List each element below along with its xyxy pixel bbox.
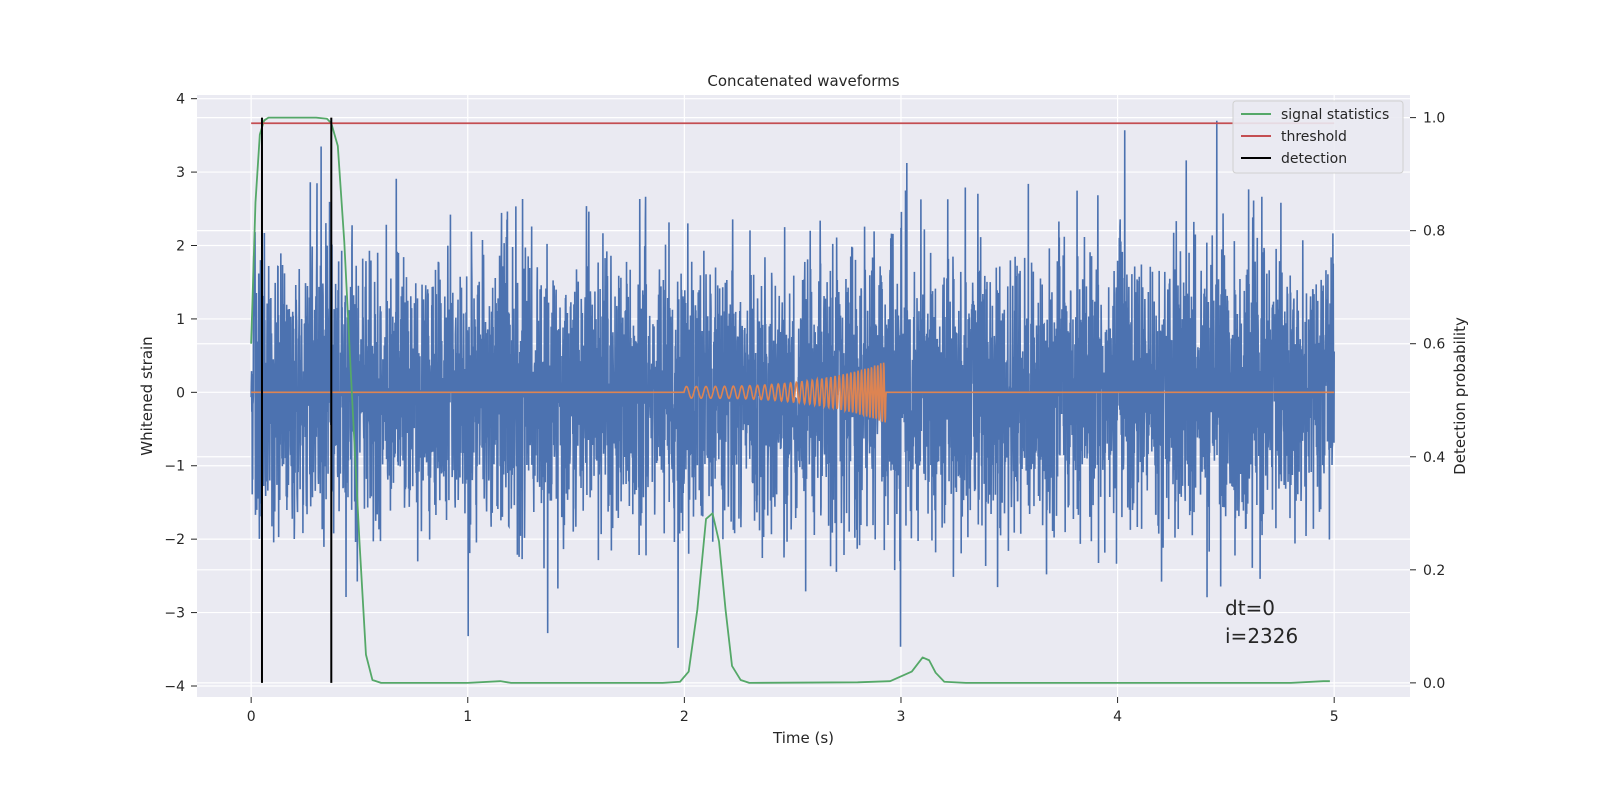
y-tick-label: 2: [176, 239, 185, 255]
x-tick-label: 5: [1330, 709, 1339, 725]
signal-statistics-line: [250, 116, 1330, 684]
x-tick-label: 1: [463, 709, 472, 725]
annotation-dt: dt=0: [1225, 596, 1275, 620]
y-tick-label: −1: [164, 459, 185, 475]
y-tick-label: 3: [176, 165, 185, 181]
legend-frame: [1232, 100, 1404, 174]
legend-entry-label: detection: [1281, 151, 1347, 167]
y-tick-label: −3: [164, 606, 185, 622]
legend-entry-label: threshold: [1281, 129, 1347, 145]
y2-axis-label: Detection probability: [1451, 317, 1469, 475]
annotations: dt=0 i=2326: [1225, 596, 1298, 648]
series-signal-line: [251, 362, 1335, 423]
y2-tick-label: 1.0: [1423, 111, 1445, 127]
y2-tick-label: 0.2: [1423, 563, 1445, 579]
x-axis: 0 1 2 3 4 5: [247, 697, 1339, 725]
y-axis-label: Whitened strain: [138, 336, 156, 455]
y-tick-label: −4: [164, 679, 185, 695]
legend: signal statistics threshold detection: [1232, 100, 1404, 174]
y2-tick-label: 0.4: [1423, 450, 1445, 466]
y-tick-label: 1: [176, 312, 185, 328]
y-tick-label: −2: [164, 532, 185, 548]
y2-tick-label: 0.6: [1423, 337, 1445, 353]
x-tick-label: 3: [897, 709, 906, 725]
y-tick-label: 0: [176, 385, 185, 401]
x-tick-label: 0: [247, 709, 256, 725]
plot-area: [197, 95, 1410, 697]
series-layer: [250, 116, 1335, 684]
x-tick-label: 2: [680, 709, 689, 725]
y2-tick-label: 0.0: [1423, 676, 1445, 692]
annotation-i: i=2326: [1225, 624, 1298, 648]
y2-axis: 0.0 0.2 0.4 0.6 0.8 1.0: [1410, 111, 1445, 692]
x-tick-label: 4: [1113, 709, 1122, 725]
chart-title: Concatenated waveforms: [707, 72, 899, 90]
y2-tick-label: 0.8: [1423, 224, 1445, 240]
legend-entry-label: signal statistics: [1281, 107, 1389, 123]
x-axis-label: Time (s): [772, 729, 834, 747]
y-tick-label: 4: [176, 92, 185, 108]
y-axis: −4 −3 −2 −1 0 1 2 3 4: [164, 92, 197, 695]
series-whitened-strain-line: [250, 120, 1335, 648]
